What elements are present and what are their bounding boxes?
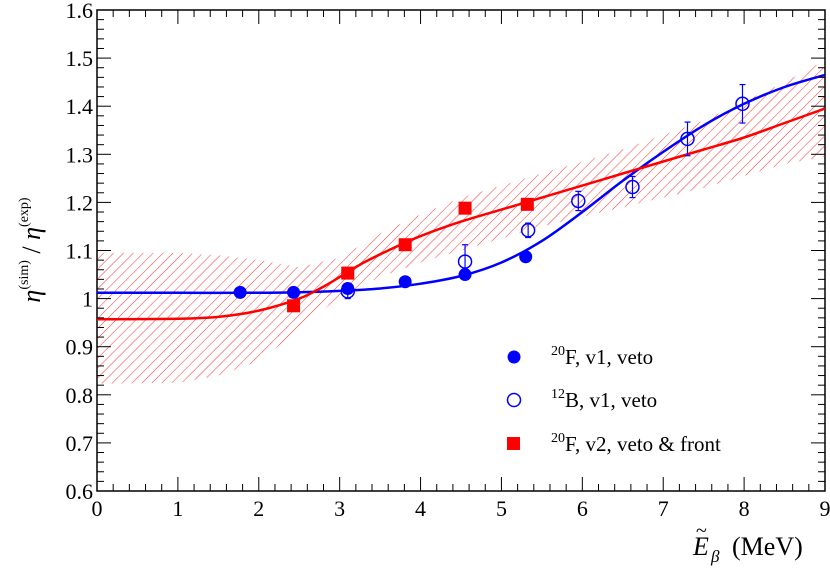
red-fit-curve (97, 107, 825, 321)
legend-marker-filled-circle (507, 350, 521, 364)
y-tick-label: 1 (82, 287, 93, 312)
y-tick-label: 0.7 (66, 431, 94, 456)
data-point-20f-v1 (398, 275, 412, 289)
x-tick-label: 5 (496, 496, 507, 521)
legend-entry-12b-v1: 12B, v1, veto (506, 387, 657, 412)
data-point-20f-v1 (233, 285, 247, 299)
svg-text:(MeV): (MeV) (732, 532, 803, 561)
x-tick-label: 9 (820, 496, 830, 521)
legend-entry-20f-v2: 20F, v2, veto & front (507, 431, 721, 456)
data-point-20f-v2 (341, 266, 355, 280)
y-tick-label: 1.3 (66, 142, 94, 167)
svg-text:~: ~ (696, 520, 707, 542)
data-point-12b-v1 (680, 131, 695, 147)
y-tick-label: 1.6 (66, 0, 94, 23)
svg-text:20F, v1, veto: 20F, v1, veto (551, 344, 653, 369)
y-tick-label: 1.4 (66, 94, 94, 119)
data-point-12b-v1 (571, 193, 586, 209)
data-point-12b-v1 (457, 254, 473, 269)
data-point-20f-v2 (398, 238, 412, 252)
y-axis-title: η(sim) / η(exp) (17, 197, 46, 302)
y-tick-label: 1.1 (66, 239, 94, 264)
data-point-20f-v2 (287, 299, 301, 313)
svg-text:E: E (692, 532, 709, 561)
data-point-12b-v1 (625, 179, 640, 195)
x-tick-label: 7 (658, 496, 669, 521)
data-point-20f-v2 (458, 201, 472, 215)
data-point-20f-v2 (520, 197, 534, 211)
x-axis-title: E ~ β (MeV) (692, 520, 803, 566)
y-tick-label: 1.5 (66, 46, 94, 71)
x-tick-label: 0 (92, 496, 103, 521)
legend-entry-20f-v1: 20F, v1, veto (507, 344, 653, 369)
svg-text:12B, v1, veto: 12B, v1, veto (551, 387, 657, 412)
data-point-20f-v1 (287, 285, 301, 299)
svg-text:β: β (710, 547, 720, 566)
x-tick-label: 3 (334, 496, 345, 521)
x-tick-label: 8 (739, 496, 750, 521)
y-tick-label: 0.9 (66, 335, 94, 360)
svg-text:20F, v2, veto & front: 20F, v2, veto & front (551, 431, 721, 456)
legend-marker-filled-square (507, 437, 520, 450)
data-point-12b-v1 (520, 223, 536, 238)
data-point-20f-v1 (519, 250, 533, 264)
data-point-12b-v1 (340, 284, 356, 299)
data-point-12b-v1 (735, 96, 750, 112)
x-tick-label: 4 (415, 496, 426, 521)
y-tick-label: 0.6 (66, 479, 94, 504)
y-tick-label: 1.2 (66, 190, 94, 215)
blue-fit-curve (97, 73, 825, 295)
x-tick-label: 6 (577, 496, 588, 521)
legend-marker-open-circle (506, 392, 522, 408)
x-tick-label: 2 (253, 496, 264, 521)
legend: 20F, v1, veto 12B, v1, veto 20F, v2, vet… (506, 344, 721, 456)
x-tick-label: 1 (172, 496, 183, 521)
y-tick-label: 0.8 (66, 383, 94, 408)
